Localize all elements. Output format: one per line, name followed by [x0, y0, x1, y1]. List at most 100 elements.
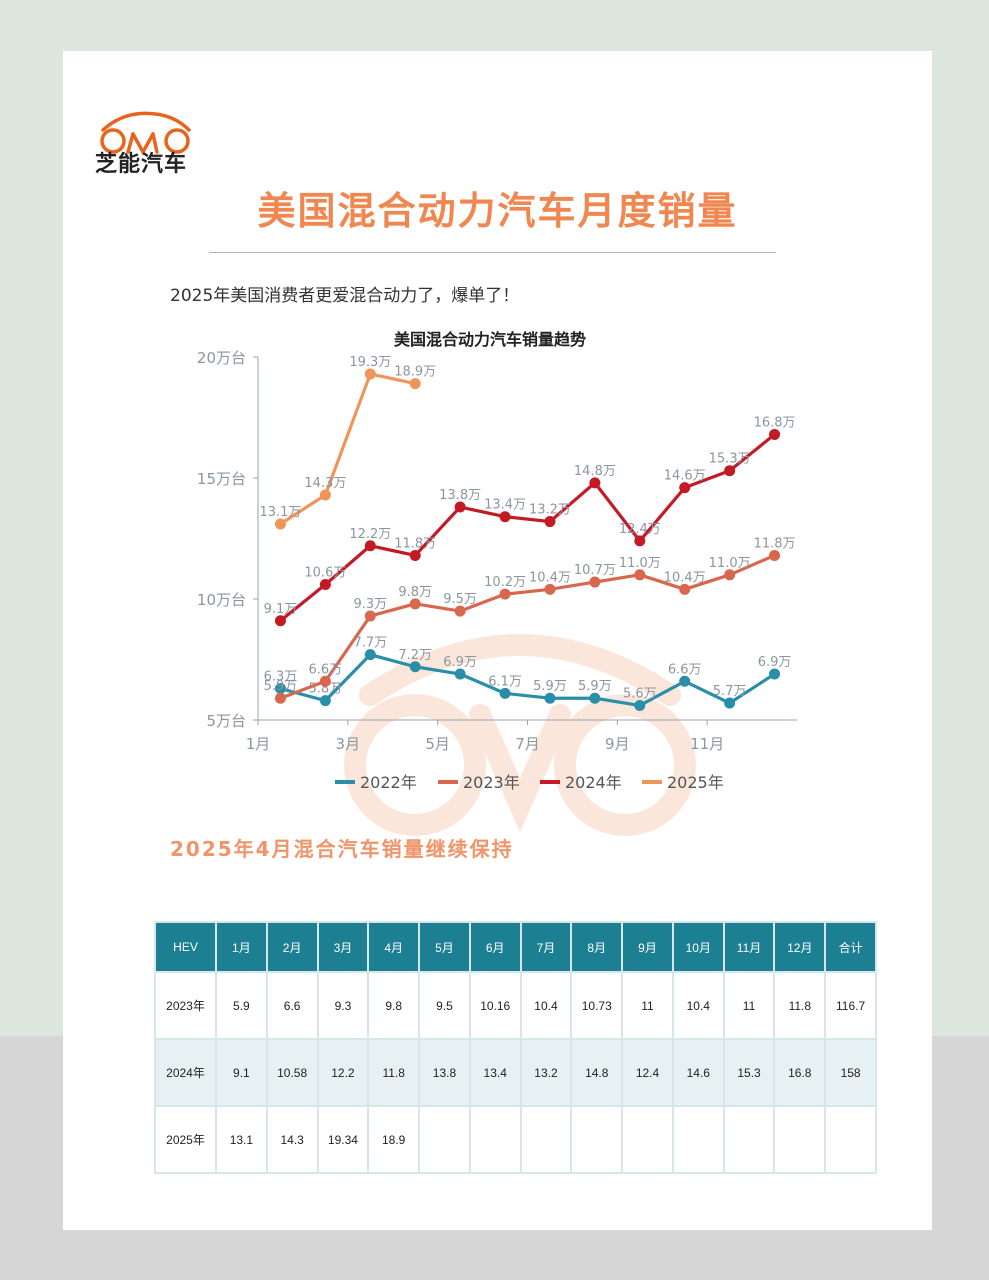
- table-header-cell: 4月: [367, 921, 421, 973]
- data-label: 9.1万: [264, 602, 298, 617]
- data-label: 5.9万: [533, 679, 567, 694]
- data-point: [769, 428, 781, 440]
- table-cell: 9.5: [418, 971, 471, 1040]
- data-label: 10.4万: [664, 570, 706, 585]
- legend-item: 2023年: [438, 773, 520, 792]
- x-tick-label: 3月: [336, 735, 361, 753]
- data-point: [499, 588, 511, 600]
- data-label: 11.0万: [619, 556, 661, 571]
- table-cell: [418, 1105, 471, 1174]
- data-label: 10.2万: [484, 575, 526, 590]
- table-cell: 14.8: [570, 1038, 624, 1107]
- series-line: [280, 653, 776, 708]
- data-point: [634, 569, 646, 581]
- series-line: [279, 372, 416, 526]
- data-label: 18.9万: [394, 365, 436, 380]
- table-header-cell: 9月: [621, 921, 674, 973]
- chart-series: 6.3万5.8万7.7万7.2万 6.9万6.1万 5.9万 5.9万 5.6万6.6万…: [259, 355, 796, 711]
- data-label: 16.8万: [754, 415, 796, 430]
- legend-item: 2024年: [540, 773, 622, 792]
- data-label: 6.9万: [758, 655, 792, 670]
- table-header-cell: 3月: [316, 921, 370, 973]
- data-point: [589, 692, 601, 704]
- watermark-logo: [344, 634, 696, 836]
- table-header-cell: 5月: [418, 921, 471, 973]
- data-label: 10.4万: [529, 570, 571, 585]
- table-header-cell: 2月: [265, 921, 319, 973]
- data-point: [319, 489, 331, 501]
- data-label: 9.5万: [443, 592, 477, 607]
- table-cell: [570, 1105, 624, 1174]
- sales-table: HEV 1月 2月 3月 4月 5月 6月 7月 8月 9月 10月 11月 12月 合计 2023年 5.…: [154, 921, 877, 1174]
- table-cell: [621, 1105, 674, 1174]
- table-row-label: 2025年: [154, 1105, 217, 1174]
- table-cell: 11: [722, 971, 776, 1040]
- table-cell: 11.8: [367, 1038, 421, 1107]
- section-heading: 2025年4月混合汽车销量继续保持: [170, 837, 514, 861]
- data-point: [634, 699, 646, 711]
- data-label: 6.6万: [309, 662, 343, 677]
- y-tick-label: 20万台: [197, 349, 246, 367]
- data-point: [364, 540, 376, 552]
- data-label: 7.2万: [398, 648, 432, 663]
- data-label: 13.1万: [259, 505, 301, 520]
- table-cell: 10.73: [570, 971, 624, 1040]
- data-point: [454, 668, 466, 680]
- table-header-cell: HEV: [154, 921, 217, 973]
- table-row: 2025年 13.1 14.3 19.34 18.9: [154, 1105, 877, 1174]
- table-cell: 9.1: [215, 1038, 268, 1107]
- table-row-label: 2023年: [154, 971, 217, 1040]
- data-point: [499, 511, 511, 523]
- data-label: 10.7万: [574, 563, 616, 578]
- table-cell: 12.2: [316, 1038, 370, 1107]
- x-tick-label: 5月: [425, 735, 450, 753]
- table-cell: 11: [621, 971, 674, 1040]
- data-label: 5.6万: [623, 686, 657, 701]
- chart-axes: 5万台 10万台 15万台 20万台 1月 3月 5月 7月 9月 11月: [197, 349, 797, 753]
- legend-label: 2022年: [360, 773, 417, 792]
- series-line: [279, 553, 776, 700]
- table-header-cell: 1月: [215, 921, 268, 973]
- series-0: 6.3万5.8万7.7万7.2万 6.9万6.1万 5.9万 5.9万 5.6万6.6万…: [264, 636, 792, 711]
- data-point: [724, 465, 736, 477]
- data-label: 14.3万: [304, 476, 346, 491]
- data-point: [409, 549, 421, 561]
- data-point: [274, 692, 286, 704]
- data-label: 11.8万: [394, 536, 436, 551]
- table-cell: 16.8: [773, 1038, 827, 1107]
- legend-label: 2023年: [463, 773, 520, 792]
- legend-label: 2025年: [667, 773, 724, 792]
- table-cell: 10.16: [468, 971, 522, 1040]
- data-label: 15.3万: [709, 452, 751, 467]
- data-label: 7.7万: [353, 636, 387, 651]
- table-body: 2023年 5.9 6.6 9.3 9.8 9.5 10.16 10.4 10.73 11 10.4…: [154, 971, 877, 1174]
- sales-trend-chart: 美国混合动力汽车销量趋势 5万台 10万台 15万台 20万台 1月 3月 5月 7月 9月 11…: [197, 330, 797, 792]
- table-header-row: HEV 1月 2月 3月 4月 5月 6月 7月 8月 9月 10月 11月 12月 合计: [154, 921, 877, 973]
- table-cell: 14.3: [265, 1105, 319, 1174]
- data-point: [364, 610, 376, 622]
- data-point: [634, 535, 646, 547]
- data-label: 9.3万: [353, 597, 387, 612]
- data-label: 12.4万: [619, 522, 661, 537]
- chart-legend: 2022年 2023年 2024年 2025年: [335, 773, 724, 792]
- y-tick-label: 5万台: [206, 712, 246, 730]
- brand-logo: [100, 111, 191, 156]
- data-point: [409, 378, 421, 390]
- table-cell: [824, 1105, 877, 1174]
- data-label: 5.9万: [264, 679, 298, 694]
- table-cell: 12.4: [621, 1038, 674, 1107]
- data-point: [364, 368, 376, 380]
- data-label: 11.8万: [754, 536, 796, 551]
- table-cell: 13.2: [519, 1038, 573, 1107]
- table-row: 2024年 9.1 10.58 12.2 11.8 13.8 13.4 13.2 14.8 12.…: [154, 1038, 877, 1107]
- y-tick-label: 10万台: [197, 591, 246, 609]
- table-cell: 10.4: [519, 971, 573, 1040]
- data-label: 12.2万: [349, 527, 391, 542]
- table-header-cell: 10月: [671, 921, 725, 973]
- data-label: 6.1万: [488, 674, 522, 689]
- table-row: 2023年 5.9 6.6 9.3 9.8 9.5 10.16 10.4 10.73 11 10.4…: [154, 971, 877, 1040]
- data-label: 10.6万: [304, 565, 346, 580]
- table-cell: [671, 1105, 725, 1174]
- data-point: [454, 605, 466, 617]
